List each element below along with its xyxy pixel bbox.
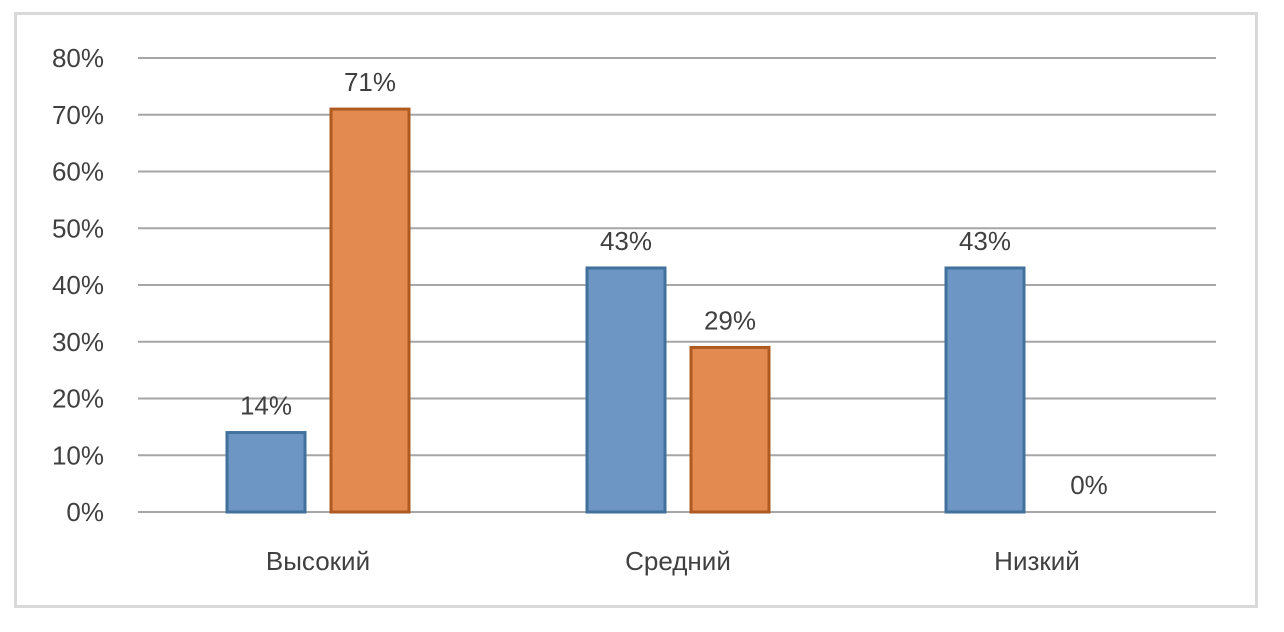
y-tick-label: 20% xyxy=(52,384,104,414)
y-tick-label: 80% xyxy=(52,43,104,73)
data-label: 43% xyxy=(959,226,1011,256)
data-label: 71% xyxy=(344,67,396,97)
data-label: 29% xyxy=(704,305,756,335)
y-tick-label: 0% xyxy=(66,497,104,527)
y-tick-label: 60% xyxy=(52,157,104,187)
y-tick-label: 30% xyxy=(52,327,104,357)
y-tick-label: 70% xyxy=(52,100,104,130)
bar xyxy=(944,266,1026,514)
y-tick-label: 10% xyxy=(52,440,104,470)
bar xyxy=(585,266,667,514)
data-label: 14% xyxy=(240,391,292,421)
y-tick-label: 50% xyxy=(52,213,104,243)
bar xyxy=(329,107,411,514)
x-category-label: Высокий xyxy=(266,546,370,576)
x-category-label: Средний xyxy=(625,546,731,576)
x-category-label: Низкий xyxy=(994,546,1080,576)
bar xyxy=(689,345,771,514)
data-label: 0% xyxy=(1070,470,1108,500)
bar xyxy=(225,431,307,514)
y-tick-label: 40% xyxy=(52,270,104,300)
data-label: 43% xyxy=(600,226,652,256)
